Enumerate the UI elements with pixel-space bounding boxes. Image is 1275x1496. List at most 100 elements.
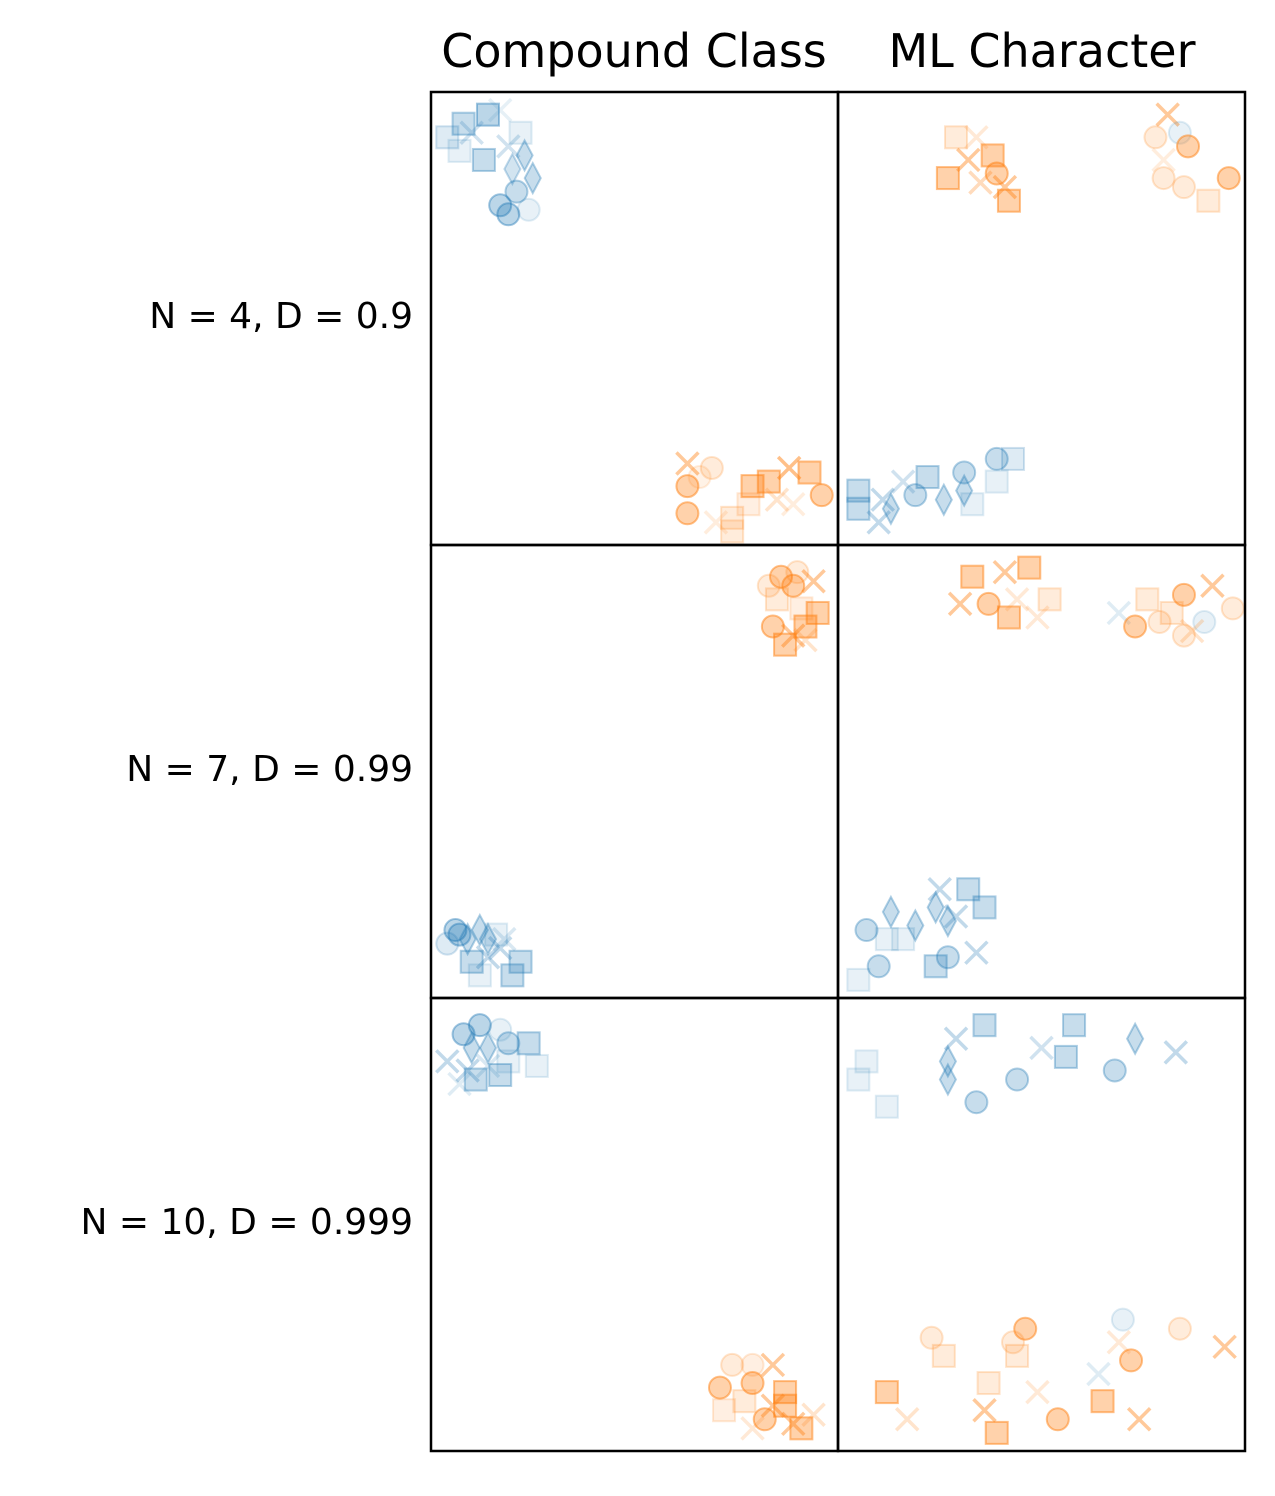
point-square (488, 1063, 513, 1088)
point-cross (760, 1393, 786, 1418)
point-cross (943, 904, 969, 929)
point-cross (1106, 600, 1132, 626)
point-cross (1212, 1334, 1237, 1360)
point-diamond (906, 908, 925, 943)
point-square (484, 922, 509, 947)
point-cross (801, 569, 826, 594)
point-circle (1151, 166, 1176, 191)
column-title-compound-class: Compound Class (441, 24, 827, 78)
point-circle (1001, 1330, 1026, 1355)
point-circle (496, 1031, 521, 1056)
point-square (447, 138, 472, 163)
point-diamond (938, 1044, 958, 1079)
point-circle (781, 573, 806, 598)
point-diamond (955, 473, 974, 508)
point-circle (1220, 596, 1245, 621)
point-circle (854, 918, 879, 943)
point-circle (1171, 582, 1196, 607)
point-square (874, 1094, 899, 1119)
point-cross (793, 627, 818, 653)
point-circle (984, 446, 1009, 471)
point-circle (1102, 1058, 1127, 1083)
point-cross (780, 623, 806, 648)
row-label-n4: N = 4, D = 0.9 (149, 296, 413, 337)
point-cross (992, 174, 1018, 200)
point-cross (675, 451, 700, 476)
point-circle (1013, 1316, 1038, 1341)
point-circle (952, 460, 977, 485)
point-cross (447, 1071, 472, 1097)
point-cross (972, 1397, 997, 1423)
point-circle (1123, 614, 1148, 639)
point-square (471, 147, 496, 172)
point-square (996, 605, 1021, 630)
point-square (931, 1343, 956, 1368)
point-circle (809, 483, 834, 508)
point-cross (776, 455, 802, 481)
point-square (972, 895, 997, 920)
panel-0-0 (435, 97, 834, 544)
point-cross (943, 1026, 969, 1052)
point-circle (976, 591, 1001, 616)
point-square (789, 1416, 814, 1441)
point-cross (1029, 1035, 1054, 1061)
point-circle (1110, 1307, 1135, 1332)
point-circle (1192, 610, 1217, 635)
point-square (1135, 587, 1160, 612)
point-cross (890, 469, 916, 494)
point-circle (964, 1090, 989, 1115)
point-cross (1179, 618, 1205, 644)
point-cross (780, 491, 806, 517)
point-circle (687, 465, 712, 490)
point-circle (467, 1013, 492, 1038)
point-diamond (470, 912, 489, 948)
point-square (956, 877, 981, 902)
point-square (451, 111, 476, 136)
point-cross (475, 944, 501, 970)
point-square (720, 519, 745, 544)
point-diamond (478, 1030, 498, 1065)
point-circle (903, 483, 928, 508)
point-square (874, 927, 899, 952)
point-square (923, 954, 948, 979)
point-diamond (503, 151, 522, 187)
point-square (516, 1031, 541, 1056)
point-cross (1126, 1407, 1152, 1432)
point-cross (703, 510, 729, 535)
point-cross (947, 591, 973, 617)
point-circle (919, 1325, 944, 1350)
point-square (874, 1380, 899, 1405)
point-square (846, 1067, 871, 1092)
point-circle (769, 564, 794, 589)
point-circle (1005, 1067, 1030, 1092)
point-circle (1167, 1316, 1192, 1341)
point-circle (1119, 1348, 1144, 1373)
point-square (960, 492, 985, 517)
point-square (773, 1393, 798, 1418)
point-cross (1086, 1361, 1111, 1387)
point-cross (964, 125, 989, 150)
panel-1-1 (846, 555, 1245, 992)
point-diamond (462, 1030, 481, 1065)
point-square (1053, 1044, 1078, 1069)
point-square (984, 469, 1009, 494)
point-cross (764, 487, 790, 512)
point-square (846, 478, 871, 503)
point-cross (1155, 102, 1180, 127)
point-cross (496, 134, 521, 159)
point-square (1017, 555, 1042, 580)
point-square (1062, 1013, 1087, 1038)
point-diamond (881, 894, 901, 930)
point-cross (801, 1402, 826, 1427)
point-circle (740, 1352, 765, 1377)
point-square (764, 587, 789, 612)
panel-frames (429, 90, 1247, 1453)
point-square (789, 596, 814, 621)
point-square (805, 600, 830, 625)
point-circle (984, 161, 1009, 186)
point-cross (475, 1053, 501, 1079)
point-circle (740, 1371, 765, 1396)
point-square (508, 120, 533, 145)
point-square (459, 949, 484, 974)
point-square (1196, 188, 1221, 213)
